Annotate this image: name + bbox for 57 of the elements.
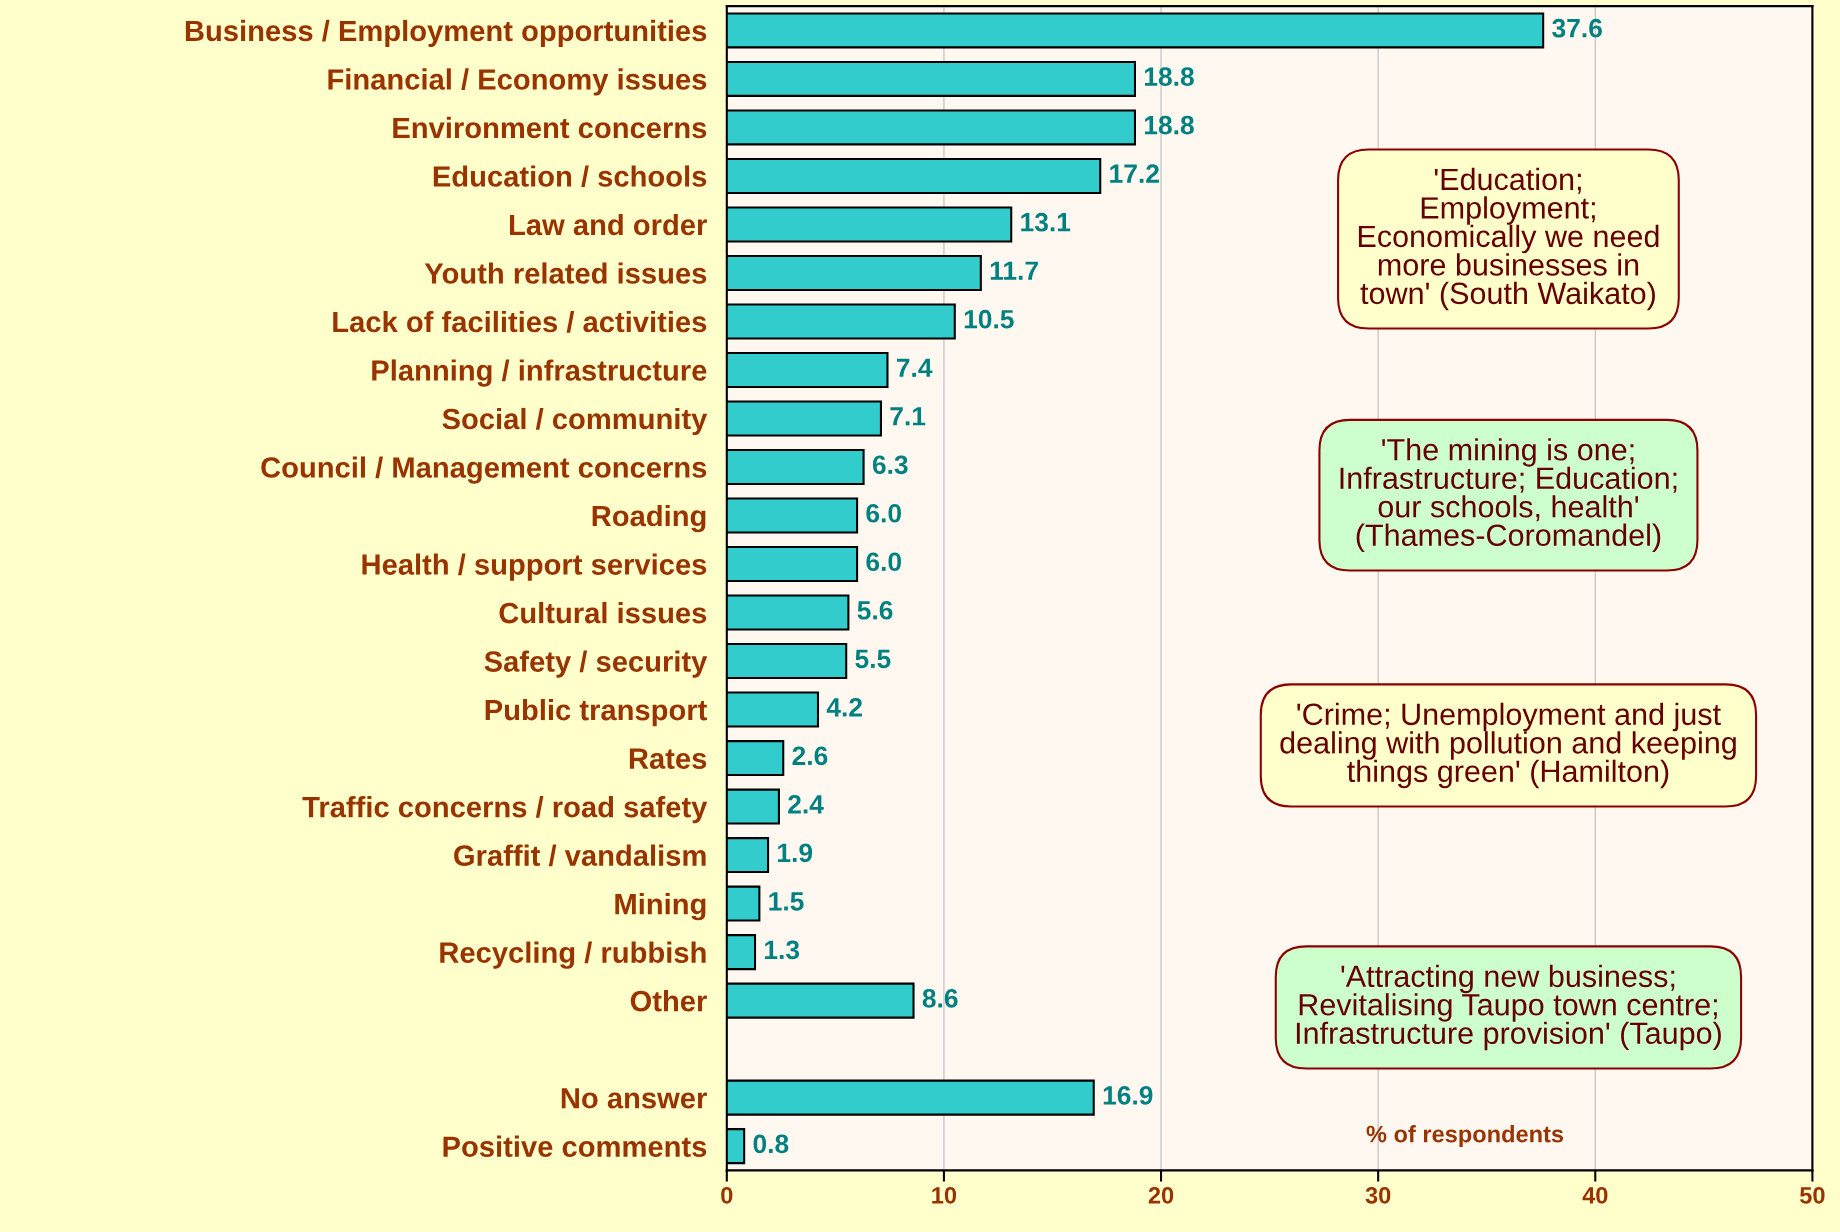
y-tick-label: Other [630, 990, 707, 1012]
data-label: 2.6 [792, 746, 828, 766]
data-label: 1.9 [778, 843, 813, 863]
y-tick-label: Safety / security [484, 650, 708, 678]
data-label: 6.0 [866, 552, 902, 572]
data-label: 8.6 [922, 989, 958, 1008]
data-label: 4.2 [826, 697, 862, 717]
data-label: 13.1 [1021, 212, 1071, 232]
x-tick-label: 0 [721, 1187, 733, 1204]
y-tick-label: Mining [615, 893, 706, 921]
data-label: 7.4 [896, 358, 933, 377]
data-label: 5.5 [855, 649, 891, 669]
data-label: 37.6 [1552, 18, 1602, 38]
y-tick-label: Business / Employment opportunities [185, 19, 707, 48]
data-label: 18.8 [1144, 115, 1194, 135]
data-label: 10.5 [964, 309, 1014, 329]
data-label: 2.4 [788, 794, 824, 814]
y-tick-label: Financial / Economy issues [328, 68, 707, 96]
data-label: 7.1 [890, 407, 926, 426]
data-label: 1.5 [769, 892, 804, 911]
annotation: 'Attracting new business; Revitalising Taupo town centre; Infrastructure provision' (Taupo) [1296, 964, 1721, 1051]
y-tick-label: Social / community [442, 407, 708, 436]
data-label: 17.2 [1110, 164, 1159, 183]
y-tick-label: Lack of facilities / activities [333, 310, 707, 333]
y-tick-label: Cultural issues [499, 601, 707, 624]
y-tick-label: Rates [629, 748, 707, 769]
x-axis-title: % of respondents [1366, 1125, 1564, 1148]
data-label: 11.7 [990, 261, 1038, 280]
y-tick-label: Health / support services [362, 553, 707, 581]
x-tick-label: 50 [1800, 1187, 1825, 1204]
y-tick-label: Environment concerns [393, 116, 707, 139]
data-label: 5.6 [857, 600, 893, 620]
y-tick-label: Law and order [509, 213, 707, 236]
y-tick-label: Graffit / vandalism [454, 844, 706, 867]
data-label: 6.3 [872, 455, 908, 475]
annotation: 'Crime; Unemployment and just dealing with pollution and keeping things green' (Hamilton) [1280, 702, 1736, 789]
y-tick-label: Positive comments [443, 1135, 707, 1157]
x-tick-label: 10 [932, 1187, 957, 1204]
data-label: 18.8 [1144, 67, 1194, 87]
x-tick-label: 40 [1582, 1187, 1608, 1204]
y-tick-label: No answer [561, 1088, 707, 1109]
annotation: 'Education; Employment; Economically we need more businesses in town' (South Waikato) [1358, 167, 1659, 311]
y-tick-label: Youth related issues [424, 262, 707, 284]
data-label: 1.3 [765, 940, 800, 960]
y-tick-label: Public transport [485, 698, 708, 727]
data-label: 6.0 [866, 503, 902, 523]
data-label: 0.8 [753, 1134, 789, 1154]
y-tick-label: Council / Management concerns [261, 456, 707, 484]
y-tick-label: Traffic concerns / road safety [302, 796, 708, 824]
data-label: 16.9 [1103, 1086, 1153, 1105]
y-tick-label: Recycling / rubbish [440, 941, 706, 969]
x-tick-label: 30 [1365, 1187, 1391, 1204]
annotation: 'The mining is one; Infrastructure; Education; our schools, health' (Thames-Coromandel) [1340, 438, 1677, 553]
y-tick-label: Planning / infrastructure [372, 359, 707, 387]
y-tick-label: Education / schools [433, 165, 707, 188]
x-tick-label: 20 [1148, 1187, 1174, 1204]
y-tick-label: Roading [592, 504, 706, 533]
